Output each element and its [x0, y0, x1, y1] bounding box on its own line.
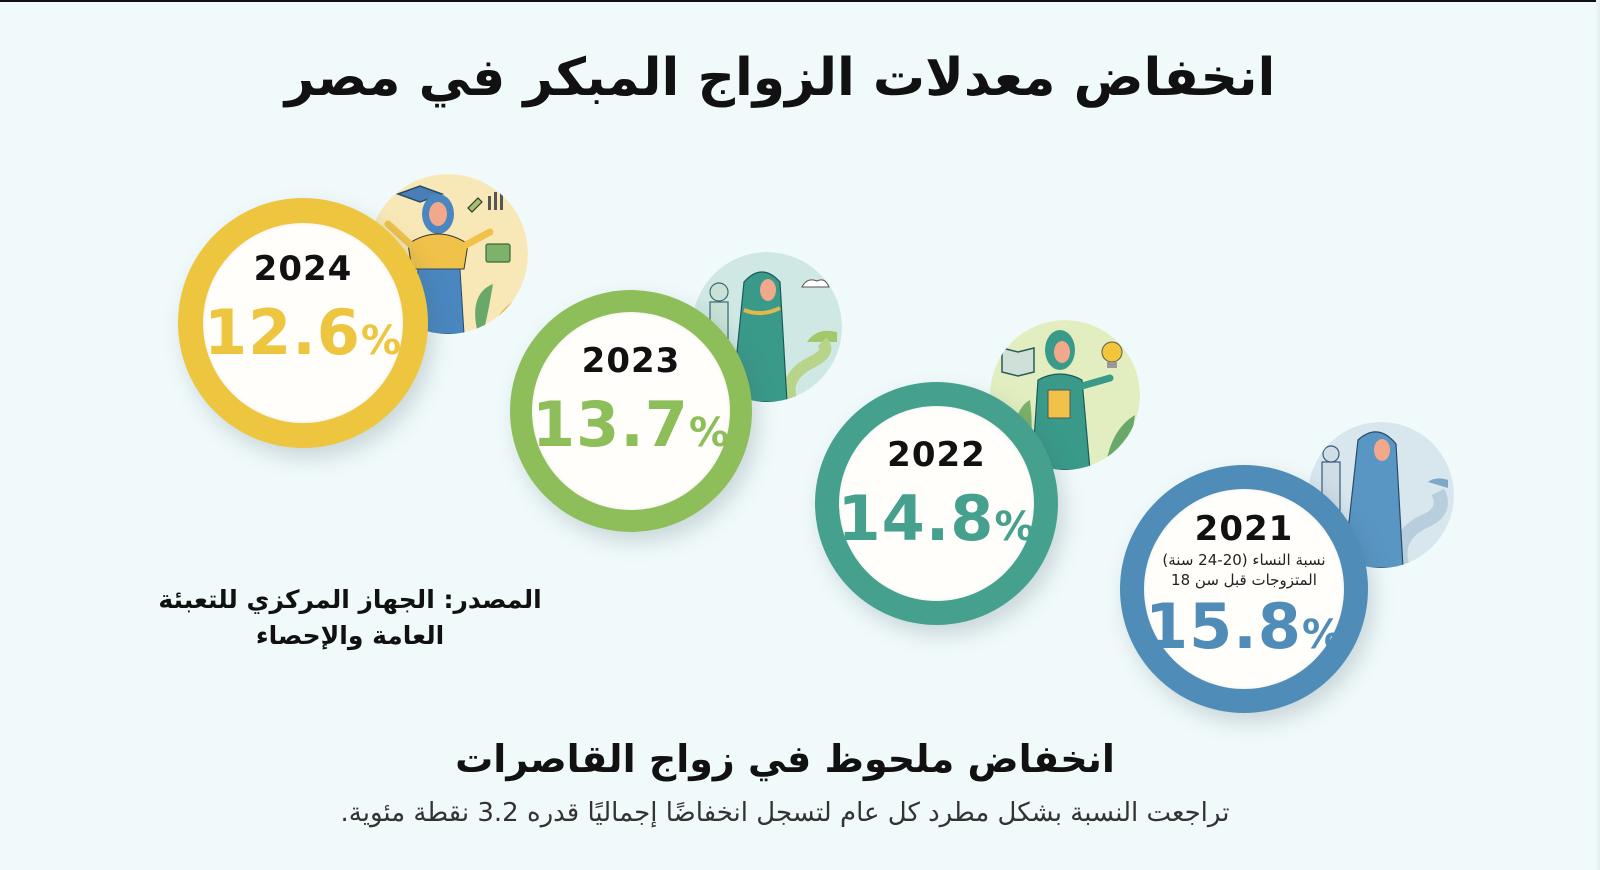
year-label: 2024 [253, 249, 353, 289]
percentage-value: 12.6% [203, 296, 403, 369]
stat-card-2022: 2022 14.8% [815, 382, 1058, 625]
percentage-value: 13.7% [531, 388, 731, 461]
summary-text: تراجعت النسبة بشكل مطرد كل عام لتسجل انخ… [340, 798, 1230, 828]
right-edge [1596, 0, 1600, 870]
stat-card-2024: 2024 12.6% [178, 198, 428, 448]
source-line2: العامة والإحصاء [255, 621, 445, 650]
stat-description-line1: نسبة النساء (20-24 سنة) [1162, 551, 1326, 569]
year-label: 2023 [581, 341, 681, 381]
stat-description-line2: المتزوجات قبل سن 18 [1171, 571, 1317, 589]
stat-card-2023: 2023 13.7% [510, 290, 752, 532]
year-label: 2021 [1194, 509, 1294, 549]
source-citation: المصدر: الجهاز المركزي للتعبئة العامة وا… [150, 582, 550, 654]
top-border [0, 0, 1600, 2]
stat-card-2021: 2021 نسبة النساء (20-24 سنة) المتزوجات ق… [1120, 465, 1368, 713]
percentage-value: 15.8% [1144, 590, 1344, 663]
year-label: 2022 [887, 434, 986, 475]
source-line1: المصدر: الجهاز المركزي للتعبئة [158, 585, 542, 614]
page-title: انخفاض معدلات الزواج المبكر في مصر [284, 48, 1276, 108]
percentage-value: 14.8% [837, 481, 1036, 555]
stat-description: نسبة النساء (20-24 سنة) المتزوجات قبل سن… [1162, 550, 1325, 590]
summary-heading: انخفاض ملحوظ في زواج القاصرات [455, 737, 1115, 781]
